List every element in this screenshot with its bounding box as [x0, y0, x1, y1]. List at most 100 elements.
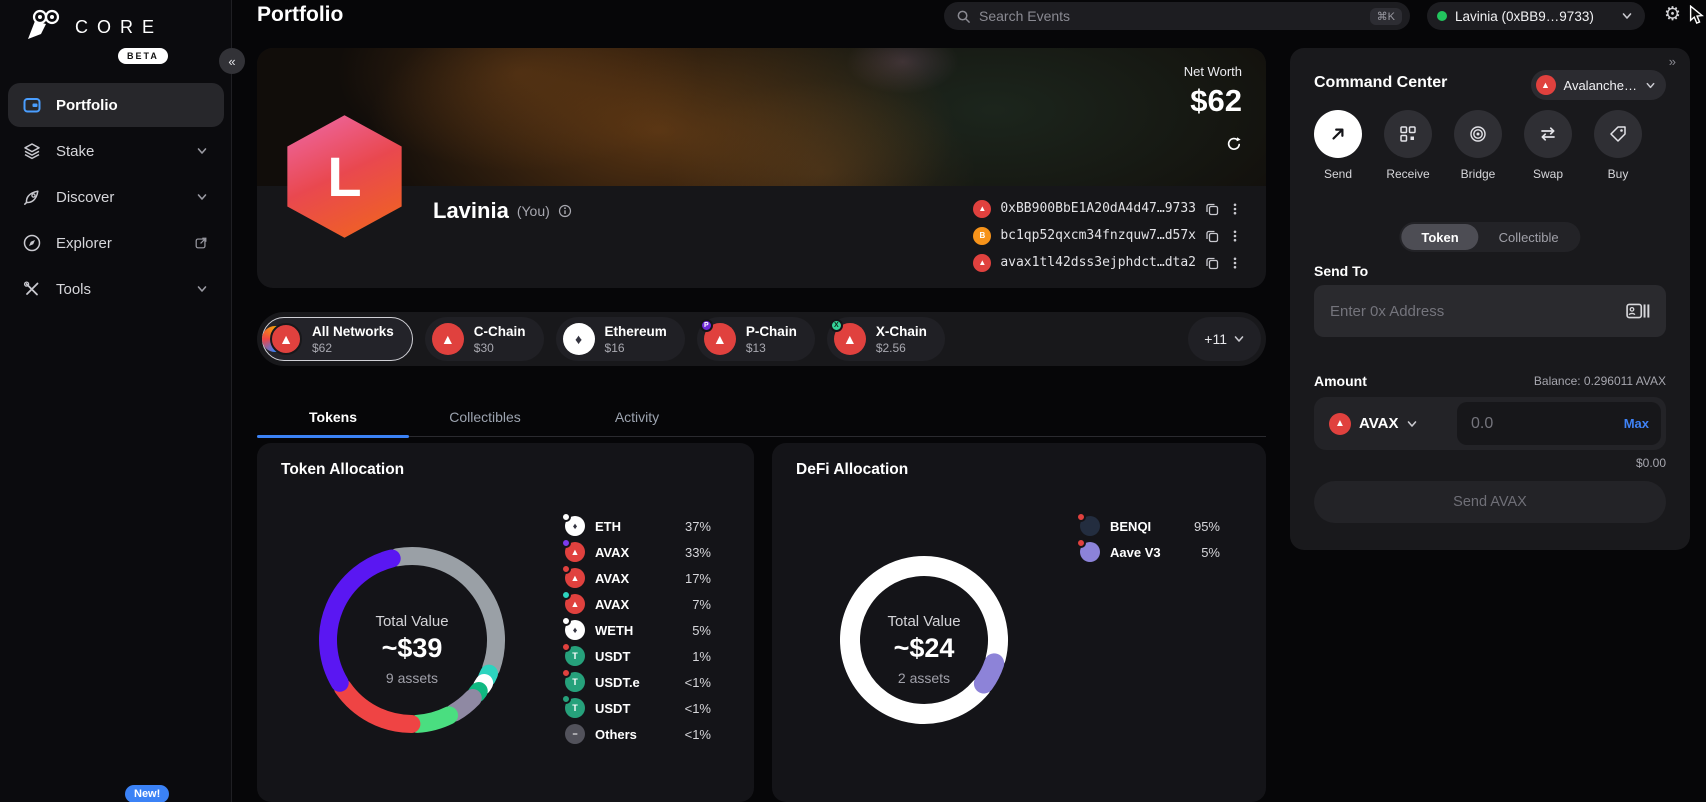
benqi-icon [1076, 512, 1100, 536]
profile-banner: Net Worth $62 L Lavinia (You) ▲ 0xBB900Bb… [257, 48, 1266, 288]
network-chip-p-chain[interactable]: ▲ P P-Chain $13 [696, 317, 815, 361]
action-send[interactable]: Send [1314, 110, 1362, 181]
coin-face: ♦ [562, 323, 595, 355]
coin-badge [561, 538, 571, 548]
search-bar[interactable]: ⌘K [944, 2, 1410, 30]
copy-icon[interactable] [1205, 229, 1219, 243]
command-center-panel: » Command Center ▲ Avalanche… Send Receiv… [1290, 48, 1690, 550]
action-label: Receive [1386, 167, 1430, 181]
asset-count: 2 assets [897, 670, 951, 686]
legend-name: Others [595, 726, 637, 742]
balance-label: Balance: 0.296011 AVAX [1533, 374, 1666, 388]
ethereum-icon: ♦ [562, 323, 595, 355]
search-icon [956, 9, 971, 24]
sidebar-item-explorer[interactable]: Explorer [8, 221, 224, 265]
mouse-cursor [1688, 4, 1705, 30]
action-label: Swap [1532, 167, 1564, 181]
settings-gear-icon[interactable]: ⚙ [1664, 4, 1682, 25]
portfolio-tabs: Tokens Collectibles Activity [257, 397, 1266, 438]
coin-face: ▲ [703, 323, 736, 355]
panel-collapse-icon[interactable]: » [1668, 54, 1676, 69]
network-select[interactable]: ▲ Avalanche… [1530, 70, 1666, 100]
toggle-token[interactable]: Token [1401, 224, 1479, 250]
logo-wordmark: CORE [75, 17, 164, 37]
legend-name: USDT.e [595, 674, 640, 690]
info-icon[interactable] [558, 204, 572, 218]
coin-face: − [565, 724, 585, 744]
address-input[interactable] [1330, 302, 1626, 320]
more-networks-chip[interactable]: +11 [1188, 317, 1261, 361]
all-networks-icon: ▲ [262, 323, 302, 355]
contact-book-icon[interactable] [1626, 302, 1650, 320]
tab-activity[interactable]: Activity [614, 409, 660, 425]
donut-segment [840, 556, 1008, 724]
legend-percent: 37% [684, 518, 711, 534]
network-chip-c-chain[interactable]: ▲ C-Chain $30 [424, 317, 544, 361]
refresh-icon[interactable] [1226, 136, 1242, 157]
amount-field[interactable]: Max [1457, 402, 1661, 445]
total-value-label: Total Value [375, 613, 449, 630]
donut-segment [408, 706, 459, 733]
sidebar-collapse-button[interactable]: « [219, 48, 245, 74]
fiat-value: $0.00 [1635, 456, 1666, 470]
action-buy[interactable]: Buy [1594, 110, 1642, 181]
rings-icon [1454, 110, 1502, 158]
chevron-down-icon [1621, 10, 1633, 22]
coin-badge [561, 564, 571, 574]
address-text: bc1qp52qxcm34fnzquw7…d57x [1000, 228, 1196, 243]
tab-tokens[interactable]: Tokens [257, 397, 409, 438]
sidebar-item-stake[interactable]: Stake [8, 129, 224, 173]
avax-icon: ▲ [561, 564, 585, 588]
chip-text: Ethereum $16 [605, 324, 667, 355]
search-input[interactable] [979, 8, 1362, 24]
legend-percent: <1% [684, 674, 711, 690]
max-button[interactable]: Max [1623, 416, 1649, 431]
kebab-menu-icon[interactable] [1228, 202, 1242, 216]
address-text: 0xBB900BbE1A20dA4d47…9733 [1000, 201, 1196, 216]
coin-badge [1076, 538, 1086, 548]
send-submit-button[interactable]: Send AVAX [1314, 481, 1666, 523]
network-chip-ethereum[interactable]: ♦ Ethereum $16 [555, 317, 685, 361]
address-row-avalanche: ▲ 0xBB900BbE1A20dA4d47…9733 [973, 195, 1242, 222]
toggle-collectible[interactable]: Collectible [1498, 229, 1559, 245]
amount-input[interactable] [1471, 414, 1624, 433]
token-select[interactable]: ▲ AVAX [1329, 412, 1418, 435]
action-bridge[interactable]: Bridge [1454, 110, 1502, 181]
coin-face: ▲ [565, 568, 585, 588]
avatar-letter: L [327, 145, 362, 208]
action-receive[interactable]: Receive [1384, 110, 1432, 181]
command-center-title: Command Center [1314, 74, 1448, 91]
weth-icon: ♦ [561, 616, 585, 640]
tab-collectibles[interactable]: Collectibles [449, 409, 521, 425]
coin-face: ▲ [270, 323, 302, 355]
sidebar-item-label: Discover [56, 188, 115, 206]
account-label: Lavinia (0xBB9…9733) [1455, 8, 1594, 24]
account-selector[interactable]: Lavinia (0xBB9…9733) [1427, 2, 1645, 30]
avax-icon: ▲ [561, 590, 585, 614]
action-swap[interactable]: Swap [1524, 110, 1572, 181]
kebab-menu-icon[interactable] [1228, 256, 1242, 270]
network-chip-x-chain[interactable]: ▲ X X-Chain $2.56 [826, 317, 945, 361]
sidebar-item-discover[interactable]: Discover [8, 175, 224, 219]
network-chip-all-networks[interactable]: ▲ All Networks $62 [262, 317, 413, 361]
legend-percent: 33% [684, 544, 711, 560]
defi-allocation-card: DeFi Allocation Total Value ~$24 2 asset… [772, 443, 1266, 802]
sidebar-item-portfolio[interactable]: Portfolio [8, 83, 224, 127]
send-to-label: Send To [1314, 263, 1369, 279]
asset-count: 9 assets [385, 670, 439, 686]
copy-icon[interactable] [1205, 256, 1219, 270]
address-input-wrap[interactable] [1314, 285, 1666, 337]
chevron-down-icon [196, 191, 208, 203]
coin-face: ▲ [973, 199, 992, 218]
legend-row-avax: ▲ AVAX 7% [561, 590, 711, 617]
bitcoin-icon: B [973, 226, 992, 245]
beta-badge: BETA [118, 48, 168, 64]
more-label: +11 [1204, 331, 1227, 347]
sidebar-item-tools[interactable]: Tools [8, 267, 224, 311]
copy-icon[interactable] [1205, 202, 1219, 216]
sidebar-item-label: Tools [56, 280, 92, 298]
token-allocation-donut [319, 547, 505, 733]
kebab-menu-icon[interactable] [1228, 229, 1242, 243]
net-worth-value: $62 [1190, 83, 1242, 118]
